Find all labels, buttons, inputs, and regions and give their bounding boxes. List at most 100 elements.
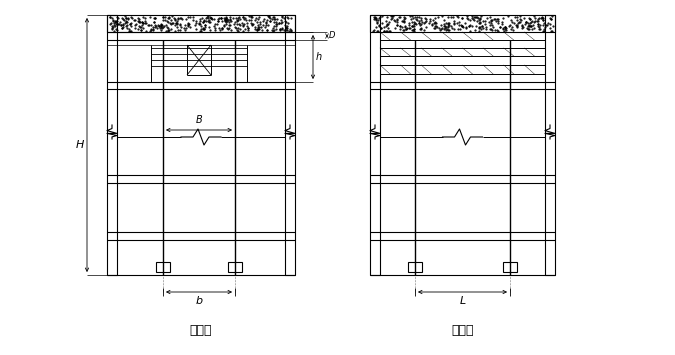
Point [398,18,408,24]
Point [189,22,200,27]
Point [105,20,116,26]
Point [427,22,438,27]
Point [230,24,240,29]
Point [499,24,510,30]
Point [282,25,293,31]
Point [462,16,473,21]
Point [136,28,146,33]
Point [434,25,445,31]
Point [526,23,537,29]
Point [429,25,440,31]
Point [198,26,209,32]
Point [204,24,215,30]
Point [256,27,267,33]
Point [279,22,290,27]
Point [437,26,448,31]
Text: 侧面图: 侧面图 [452,323,474,337]
Point [105,14,115,20]
Point [407,19,418,25]
Point [400,23,410,29]
Point [246,14,256,20]
Point [489,27,500,33]
Point [425,16,435,21]
Point [138,20,148,26]
Point [252,26,263,32]
Point [502,13,513,19]
Point [269,16,279,21]
Point [524,26,535,32]
Point [394,26,405,31]
Point [233,17,244,23]
Point [202,13,213,19]
Point [172,21,183,26]
Point [161,18,172,23]
Point [157,22,167,28]
Point [252,22,263,28]
Point [116,26,127,31]
Point [476,27,487,32]
Point [171,18,182,24]
Point [373,16,384,21]
Point [268,14,279,20]
Point [420,15,431,21]
Point [522,23,533,29]
Point [217,27,227,32]
Point [498,28,509,33]
Point [163,27,174,32]
Point [529,15,540,20]
Point [176,24,187,30]
Point [160,14,171,20]
Point [475,19,485,25]
Point [218,23,229,29]
Point [409,20,420,25]
Point [532,21,543,27]
Point [105,21,115,26]
Point [264,13,275,19]
Point [279,18,290,24]
Point [232,21,242,27]
Point [263,13,274,19]
Point [265,18,276,24]
Point [261,21,271,26]
Point [237,23,248,29]
Point [129,17,140,23]
Point [371,28,382,34]
Point [213,16,223,22]
Point [456,23,467,29]
Point [404,21,414,26]
Point [148,19,159,25]
Point [197,25,208,31]
Point [451,13,462,19]
Point [285,28,296,33]
Point [377,21,388,26]
Point [518,24,529,29]
Point [209,25,220,31]
Point [161,28,171,34]
Point [213,18,223,24]
Point [506,24,517,29]
Point [539,28,549,34]
Point [286,16,296,21]
Point [261,27,272,33]
Point [155,25,165,31]
Point [371,24,381,29]
Point [242,26,253,31]
Point [438,23,449,29]
Point [466,13,477,19]
Point [515,13,526,19]
Point [439,21,450,27]
Point [216,25,227,31]
Point [481,24,492,29]
Point [175,15,186,21]
Bar [107,15,295,32]
Point [240,26,250,32]
Point [468,16,479,22]
Point [263,14,274,20]
Point [126,23,136,29]
Point [390,25,401,31]
Point [216,25,227,31]
Point [223,19,234,25]
Point [427,17,438,23]
Point [411,14,422,20]
Point [534,26,545,32]
